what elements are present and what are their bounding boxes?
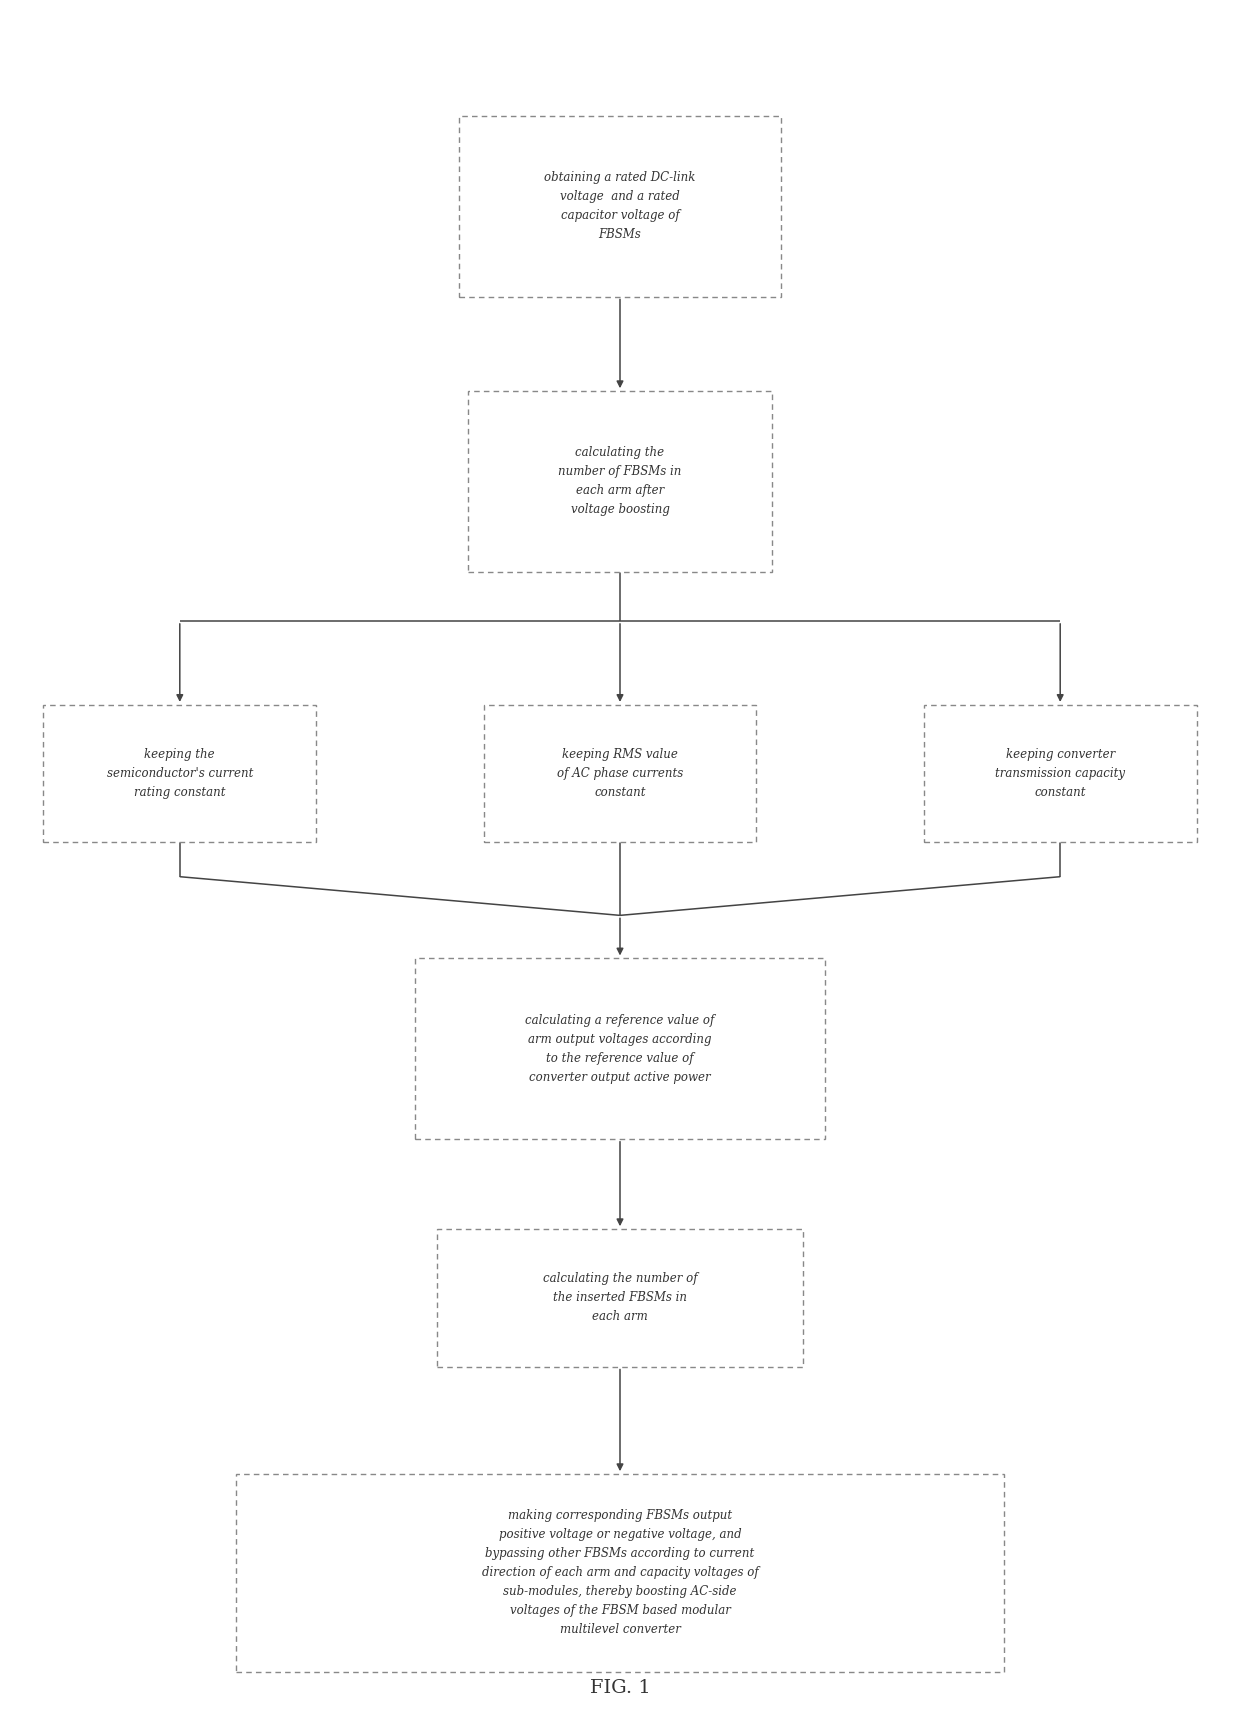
Text: keeping RMS value
of AC phase currents
constant: keeping RMS value of AC phase currents c…	[557, 748, 683, 799]
Bar	[43, 705, 316, 842]
Text: calculating the number of
the inserted FBSMs in
each arm: calculating the number of the inserted F…	[543, 1272, 697, 1324]
Text: keeping converter
transmission capacity
constant: keeping converter transmission capacity …	[996, 748, 1125, 799]
Text: making corresponding FBSMs output
positive voltage or negative voltage, and
bypa: making corresponding FBSMs output positi…	[481, 1509, 759, 1636]
Bar	[469, 392, 771, 572]
Bar	[438, 1229, 802, 1367]
Text: calculating the
number of FBSMs in
each arm after
voltage boosting: calculating the number of FBSMs in each …	[558, 447, 682, 516]
Text: FIG. 1: FIG. 1	[590, 1679, 650, 1697]
Text: obtaining a rated DC-link
voltage  and a rated
capacitor voltage of
FBSMs: obtaining a rated DC-link voltage and a …	[544, 172, 696, 241]
Text: calculating a reference value of
arm output voltages according
to the reference : calculating a reference value of arm out…	[526, 1014, 714, 1083]
Bar	[415, 959, 825, 1138]
Bar	[236, 1473, 1004, 1671]
Bar	[484, 705, 756, 842]
Bar	[459, 117, 781, 296]
Text: keeping the
semiconductor's current
rating constant: keeping the semiconductor's current rati…	[107, 748, 253, 799]
Bar	[924, 705, 1197, 842]
